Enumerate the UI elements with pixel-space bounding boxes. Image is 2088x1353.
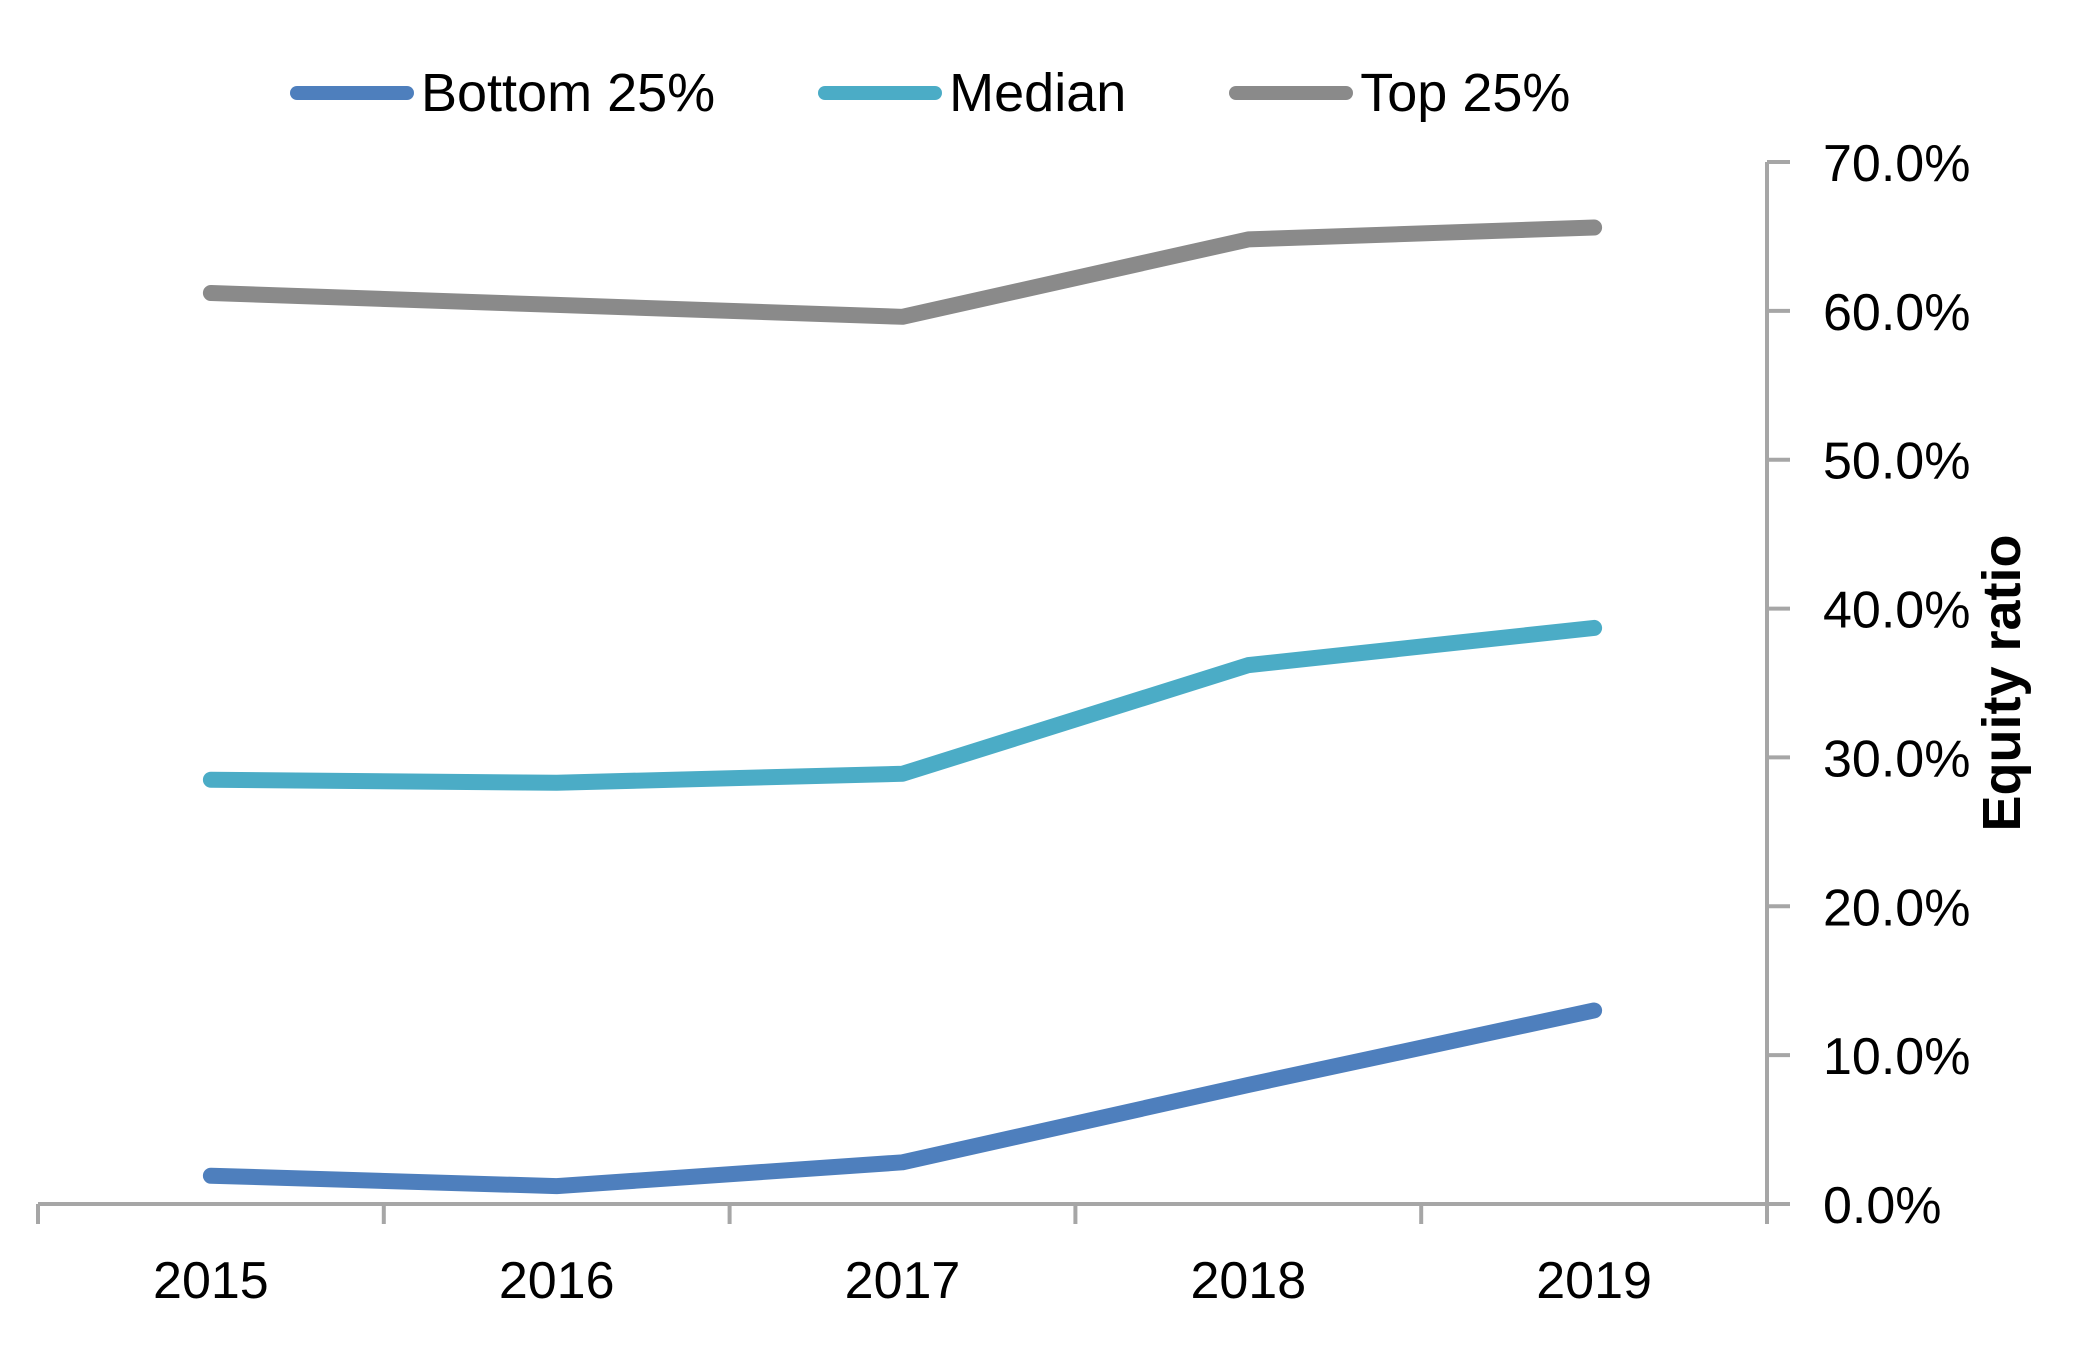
y-tick-label: 10.0% <box>1823 1028 1970 1086</box>
legend-swatch-bottom-25 <box>290 86 414 100</box>
y-tick-label: 30.0% <box>1823 730 1970 788</box>
y-axis-title: Equity ratio <box>1972 534 2032 831</box>
legend-swatch-median <box>818 86 943 100</box>
legend-label-median: Median <box>949 63 1127 123</box>
y-tick-label: 20.0% <box>1823 879 1970 937</box>
legend-item-median: Median <box>818 64 1126 122</box>
x-tick-label: 2015 <box>153 1252 269 1310</box>
chart-legend: Bottom 25% Median Top 25% <box>290 64 1570 122</box>
legend-label-top-25: Top 25% <box>1360 63 1571 123</box>
series-line-top-25 <box>202 219 1603 325</box>
x-tick-label: 2019 <box>1536 1252 1652 1310</box>
series-line-median <box>202 619 1603 791</box>
series-line-bottom-25 <box>202 1002 1603 1195</box>
x-tick-label: 2016 <box>499 1252 615 1310</box>
y-tick-label: 70.0% <box>1823 135 1970 193</box>
legend-swatch-top-25 <box>1229 86 1354 100</box>
y-tick-label: 60.0% <box>1823 284 1970 342</box>
legend-label-bottom-25: Bottom 25% <box>421 63 716 123</box>
y-tick-label: 40.0% <box>1823 582 1970 640</box>
x-tick-label: 2017 <box>845 1252 961 1310</box>
x-tick-label: 2018 <box>1190 1252 1306 1310</box>
y-tick-label: 0.0% <box>1823 1177 1942 1235</box>
legend-item-bottom-25: Bottom 25% <box>290 64 715 122</box>
y-tick-label: 50.0% <box>1823 433 1970 491</box>
legend-item-top-25: Top 25% <box>1229 64 1570 122</box>
